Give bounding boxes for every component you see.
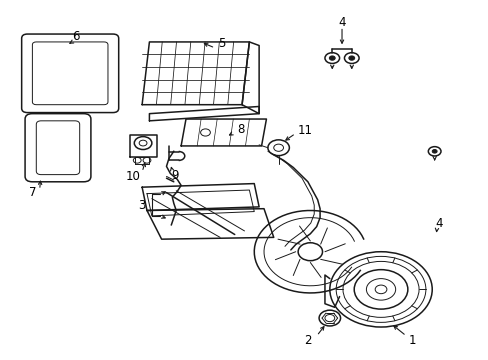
Text: 7: 7 (29, 186, 36, 199)
Text: 10: 10 (125, 170, 141, 183)
Text: 6: 6 (72, 30, 80, 43)
Text: 4: 4 (435, 216, 443, 230)
Text: 8: 8 (237, 123, 244, 136)
Text: 11: 11 (297, 124, 312, 137)
Text: 4: 4 (338, 16, 345, 29)
Circle shape (329, 56, 334, 60)
Circle shape (348, 56, 354, 60)
Circle shape (431, 149, 436, 153)
Text: 9: 9 (171, 169, 179, 182)
Text: 2: 2 (304, 334, 311, 347)
Text: 5: 5 (218, 37, 225, 50)
Text: 1: 1 (408, 334, 416, 347)
Text: 3: 3 (138, 199, 145, 212)
